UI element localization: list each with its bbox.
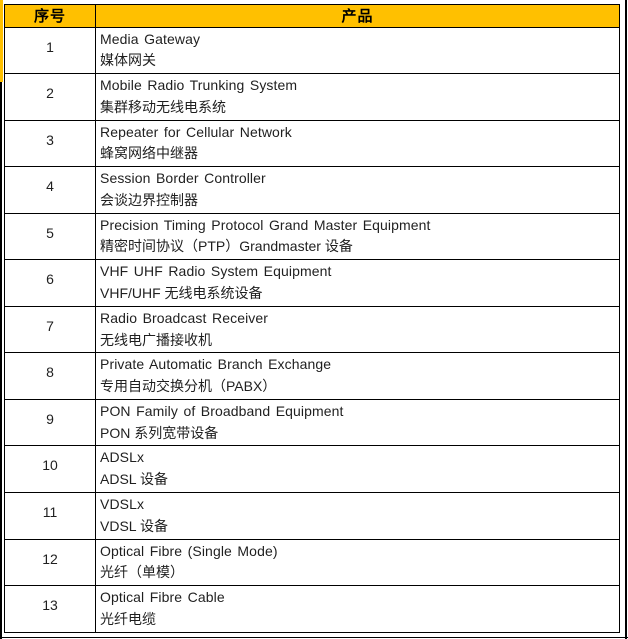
product-cell: Precision Timing Protocol Grand Master E…: [95, 212, 620, 261]
serial-cell: 11: [4, 491, 96, 540]
serial-cell: 3: [4, 119, 96, 168]
product-name-zh: ADSL 设备: [100, 471, 168, 488]
serial-cell: 13: [4, 585, 96, 633]
product-name-zh: VDSL 设备: [100, 517, 168, 534]
product-cell: Private Automatic Branch Exchange 专用自动交换…: [95, 352, 620, 400]
product-name-en: ADSLx: [100, 449, 145, 466]
table-row: 3 Repeater for Cellular Network 蜂窝网络中继器: [4, 119, 620, 168]
product-cell: PON Family of Broadband Equipment PON 系列…: [95, 398, 620, 447]
serial-cell: 2: [4, 73, 96, 121]
product-name-zh: 蜂窝网络中继器: [100, 145, 198, 162]
product-name-en: VDSLx: [100, 495, 145, 512]
product-name-en: Media Gateway: [100, 30, 201, 47]
table-row: 6 VHF UHF Radio System Equipment VHF/UHF…: [4, 259, 620, 307]
product-name-en: Radio Broadcast Receiver: [100, 309, 269, 326]
product-name-zh: 无线电广播接收机: [100, 331, 212, 348]
table-row: 2 Mobile Radio Trunking System 集群移动无线电系统: [4, 73, 620, 121]
serial-cell: 8: [4, 352, 96, 400]
product-name-en: Mobile Radio Trunking System: [100, 77, 298, 94]
product-name-zh: 光纤（单模）: [100, 564, 184, 581]
header-row: 序号 产品: [4, 4, 620, 28]
product-name-zh: 集群移动无线电系统: [100, 98, 226, 115]
table-row: 5 Precision Timing Protocol Grand Master…: [4, 212, 620, 261]
product-cell: Mobile Radio Trunking System 集群移动无线电系统: [95, 73, 620, 121]
product-cell: Media Gateway 媒体网关: [95, 26, 620, 75]
product-cell: VHF UHF Radio System Equipment VHF/UHF 无…: [95, 259, 620, 307]
product-cell: Repeater for Cellular Network 蜂窝网络中继器: [95, 119, 620, 168]
product-name-en: Optical Fibre (Single Mode): [100, 542, 278, 559]
product-cell: Radio Broadcast Receiver 无线电广播接收机: [95, 305, 620, 354]
serial-cell: 10: [4, 445, 96, 493]
product-name-zh: 精密时间协议（PTP）Grandmaster 设备: [100, 238, 353, 255]
page-edge-left-line: [0, 0, 2, 639]
product-name-zh: VHF/UHF 无线电系统设备: [100, 285, 263, 302]
serial-cell: 5: [4, 212, 96, 261]
product-name-en: Private Automatic Branch Exchange: [100, 356, 332, 373]
product-table-body: 1 Media Gateway 媒体网关 2 Mobile Radio Trun…: [4, 26, 620, 633]
table-row: 12 Optical Fibre (Single Mode) 光纤（单模）: [4, 538, 620, 587]
product-name-zh: 会谈边界控制器: [100, 191, 198, 208]
product-name-en: PON Family of Broadband Equipment: [100, 402, 344, 419]
page-edge-bottom-line: [0, 636, 628, 638]
product-cell: Session Border Controller 会谈边界控制器: [95, 166, 620, 214]
serial-cell: 12: [4, 538, 96, 587]
table-row: 8 Private Automatic Branch Exchange 专用自动…: [4, 352, 620, 400]
product-name-en: Optical Fibre Cable: [100, 589, 225, 606]
table-row: 10 ADSLx ADSL 设备: [4, 445, 620, 493]
table-row: 7 Radio Broadcast Receiver 无线电广播接收机: [4, 305, 620, 354]
product-cell: VDSLx VDSL 设备: [95, 491, 620, 540]
product-name-en: Repeater for Cellular Network: [100, 123, 292, 140]
serial-cell: 6: [4, 259, 96, 307]
product-name-en: VHF UHF Radio System Equipment: [100, 263, 332, 280]
table-row: 4 Session Border Controller 会谈边界控制器: [4, 166, 620, 214]
product-name-zh: PON 系列宽带设备: [100, 424, 219, 441]
product-name-en: Precision Timing Protocol Grand Master E…: [100, 216, 431, 233]
serial-cell: 1: [4, 26, 96, 75]
product-name-zh: 媒体网关: [100, 52, 156, 69]
table-row: 11 VDSLx VDSL 设备: [4, 491, 620, 540]
product-cell: Optical Fibre (Single Mode) 光纤（单模）: [95, 538, 620, 587]
serial-cell: 4: [4, 166, 96, 214]
product-name-zh: 专用自动交换分机（PABX）: [100, 378, 277, 395]
table-row: 9 PON Family of Broadband Equipment PON …: [4, 398, 620, 447]
product-cell: Optical Fibre Cable 光纤电缆: [95, 585, 620, 633]
product-name-en: Session Border Controller: [100, 170, 266, 187]
table-row: 13 Optical Fibre Cable 光纤电缆: [4, 585, 620, 633]
page-edge-right-line: [625, 0, 627, 639]
serial-cell: 7: [4, 305, 96, 354]
page-edge-left-accent: [0, 0, 3, 82]
column-header-product: 产品: [95, 4, 620, 28]
column-header-serial: 序号: [4, 4, 96, 28]
table-row: 1 Media Gateway 媒体网关: [4, 26, 620, 75]
product-cell: ADSLx ADSL 设备: [95, 445, 620, 493]
product-table-header: 序号 产品: [4, 4, 620, 28]
product-name-zh: 光纤电缆: [100, 610, 156, 627]
product-table: 序号 产品 1 Media Gateway 媒体网关 2 Mobile Radi…: [4, 4, 620, 633]
serial-cell: 9: [4, 398, 96, 447]
